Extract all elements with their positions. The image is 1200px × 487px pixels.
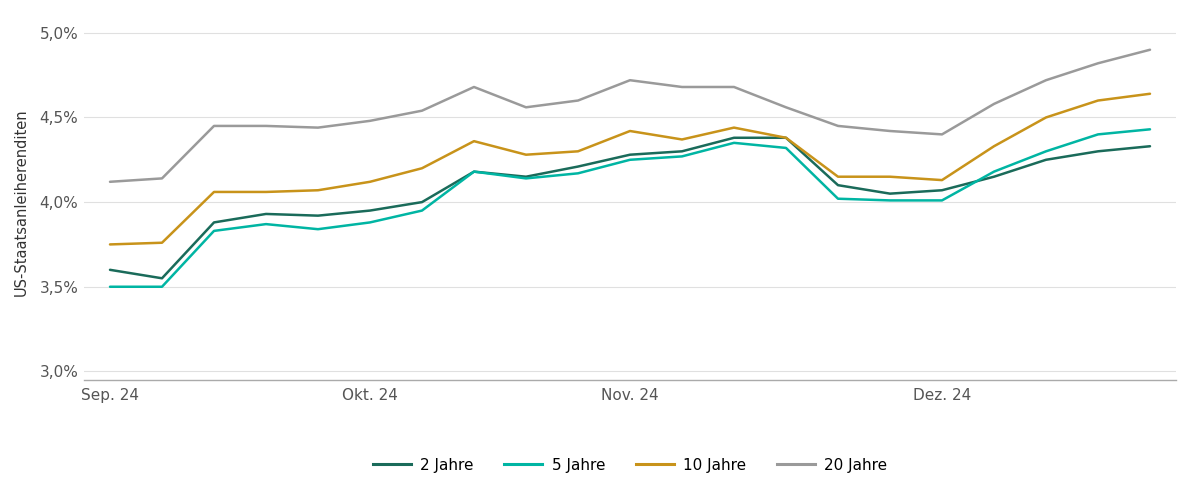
Legend: 2 Jahre, 5 Jahre, 10 Jahre, 20 Jahre: 2 Jahre, 5 Jahre, 10 Jahre, 20 Jahre bbox=[367, 451, 893, 479]
Y-axis label: US-Staatsanleiherenditen: US-Staatsanleiherenditen bbox=[13, 108, 29, 296]
